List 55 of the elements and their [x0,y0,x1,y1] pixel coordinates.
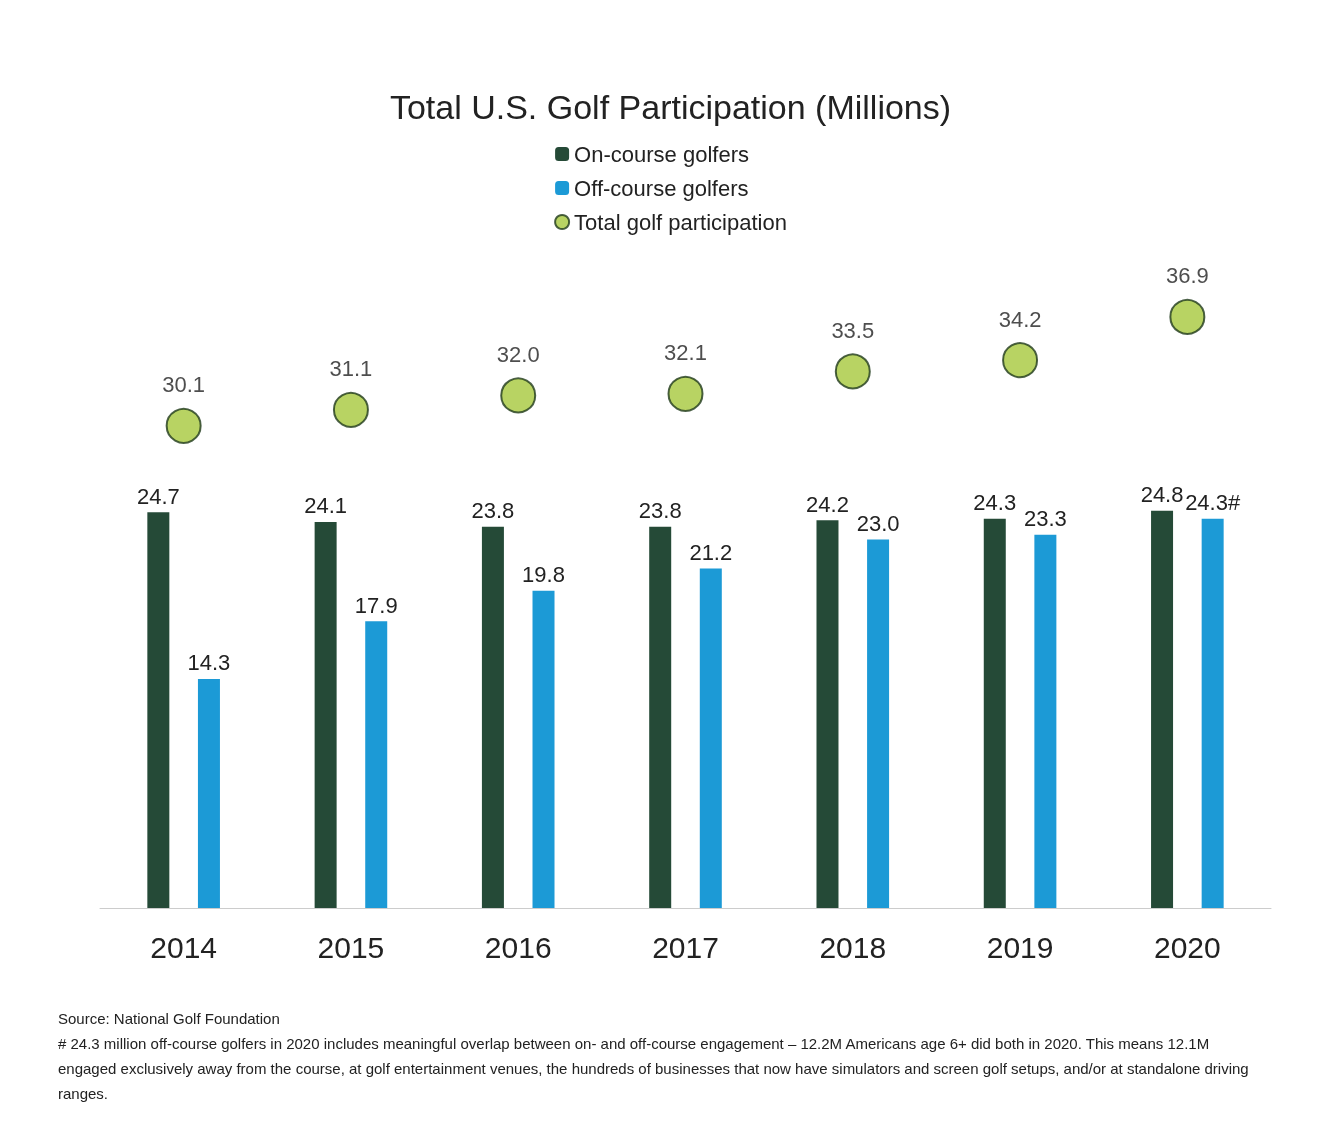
data-label: 23.3 [1023,506,1067,532]
point [667,375,704,412]
data-label: 24.8 [1140,482,1184,508]
bar [365,621,388,908]
data-label: 33.5 [831,317,875,343]
source-note: Source: National Golf Foundation [58,1009,281,1029]
data-label: 31.1 [329,356,373,382]
bar [1201,518,1224,908]
data-label: 24.7 [136,483,180,509]
data-label: 23.8 [471,498,515,524]
x-tick-label: 2016 [484,930,552,964]
legend-label: Total golf participation [574,209,787,235]
x-tick-label: 2019 [986,930,1054,964]
chart-title: Total U.S. Golf Participation (Millions) [389,88,952,126]
point [332,391,369,428]
bar [532,590,555,908]
bar [867,539,890,908]
point [834,353,871,390]
data-label: 23.8 [638,498,682,524]
x-tick-label: 2018 [819,930,887,964]
data-label: 32.1 [664,340,707,366]
data-label: 24.3 [973,490,1017,516]
bar [481,526,504,908]
bar [699,568,722,908]
bar [197,678,220,908]
x-tick-label: 2014 [150,930,218,964]
data-label: 32.0 [496,341,540,367]
bar [816,520,839,908]
data-label: 34.2 [998,306,1042,332]
bar [649,526,672,908]
data-label: 14.3 [187,650,231,676]
point [1169,298,1206,335]
bar [983,518,1006,908]
point [500,377,537,414]
data-label: 23.0 [856,511,900,537]
point [1002,342,1039,379]
data-label: 24.1 [304,493,348,519]
data-label: 19.8 [522,562,565,588]
legend-label: On-course golfers [574,141,749,167]
text: # 24.3 million off-course golfers in 2020 includes meaningful overlap between on- and off-course engagement – 12.2M Americans age 6+ did both in 2020. This means 12.1M engaged exclusively away from the course, at golf entertainment venues, the hundreds of businesses that now have simulators and screen golf setups, and/or at standalone driving ranges. [58,1034,1250,1104]
data-label: 30.1 [162,372,206,398]
point [165,407,202,444]
data-label: 17.9 [354,592,398,618]
bar [1034,534,1057,908]
data-label: 36.9 [1165,263,1209,289]
bar [147,512,170,908]
data-label: 24.3# [1185,490,1241,516]
x-tick-label: 2020 [1153,930,1221,964]
data-label: 21.2 [689,539,733,565]
x-tick-label: 2015 [317,930,385,964]
x-tick-label: 2017 [652,930,719,964]
bar [314,521,337,908]
legend-label: Off-course golfers [574,175,749,201]
bar [1151,510,1174,908]
data-label: 24.2 [806,491,849,517]
